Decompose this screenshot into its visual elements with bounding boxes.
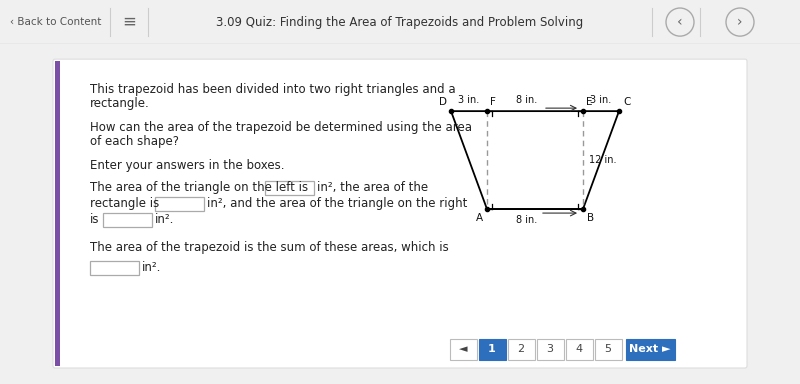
Text: in², the area of the: in², the area of the: [317, 181, 428, 194]
Text: 1: 1: [488, 344, 496, 354]
Text: Next ►: Next ►: [630, 344, 670, 354]
FancyBboxPatch shape: [102, 213, 151, 227]
Text: C: C: [623, 97, 630, 107]
FancyBboxPatch shape: [154, 197, 203, 210]
Text: in².: in².: [155, 213, 174, 226]
Text: E: E: [586, 97, 593, 107]
Text: F: F: [490, 97, 496, 107]
Text: rectangle is: rectangle is: [90, 197, 159, 210]
Text: How can the area of the trapezoid be determined using the area: How can the area of the trapezoid be det…: [90, 121, 472, 134]
Text: 3.09 Quiz: Finding the Area of Trapezoids and Problem Solving: 3.09 Quiz: Finding the Area of Trapezoid…: [216, 16, 584, 28]
Text: of each shape?: of each shape?: [90, 135, 179, 148]
Text: ‹ Back to Content: ‹ Back to Content: [10, 17, 102, 27]
Text: A: A: [476, 213, 483, 223]
FancyBboxPatch shape: [450, 339, 477, 359]
Text: B: B: [587, 213, 594, 223]
FancyBboxPatch shape: [507, 339, 534, 359]
Text: 3 in.: 3 in.: [458, 95, 480, 105]
Text: ›: ›: [738, 15, 742, 29]
Text: 12 in.: 12 in.: [589, 155, 617, 165]
Text: Enter your answers in the boxes.: Enter your answers in the boxes.: [90, 159, 285, 172]
Text: 8 in.: 8 in.: [516, 95, 538, 105]
FancyBboxPatch shape: [265, 180, 314, 195]
FancyBboxPatch shape: [566, 339, 593, 359]
Text: 3: 3: [546, 344, 554, 354]
Text: ◄: ◄: [458, 344, 467, 354]
FancyBboxPatch shape: [626, 339, 674, 359]
FancyBboxPatch shape: [478, 339, 506, 359]
FancyBboxPatch shape: [594, 339, 622, 359]
Text: 4: 4: [575, 344, 582, 354]
Text: 3 in.: 3 in.: [590, 95, 612, 105]
FancyBboxPatch shape: [53, 59, 747, 368]
Text: rectangle.: rectangle.: [90, 97, 150, 110]
Text: in², and the area of the triangle on the right: in², and the area of the triangle on the…: [207, 197, 467, 210]
Text: 2: 2: [518, 344, 525, 354]
Text: The area of the trapezoid is the sum of these areas, which is: The area of the trapezoid is the sum of …: [90, 241, 449, 254]
Text: 5: 5: [605, 344, 611, 354]
Text: ‹: ‹: [677, 15, 683, 29]
Text: This trapezoid has been divided into two right triangles and a: This trapezoid has been divided into two…: [90, 83, 456, 96]
Text: ≡: ≡: [122, 13, 136, 31]
Text: in².: in².: [142, 261, 162, 274]
Text: is: is: [90, 213, 99, 226]
FancyBboxPatch shape: [90, 261, 138, 275]
Text: D: D: [439, 97, 447, 107]
Bar: [55, 61, 60, 366]
Text: 8 in.: 8 in.: [516, 215, 538, 225]
FancyBboxPatch shape: [537, 339, 563, 359]
Text: The area of the triangle on the left is: The area of the triangle on the left is: [90, 181, 308, 194]
